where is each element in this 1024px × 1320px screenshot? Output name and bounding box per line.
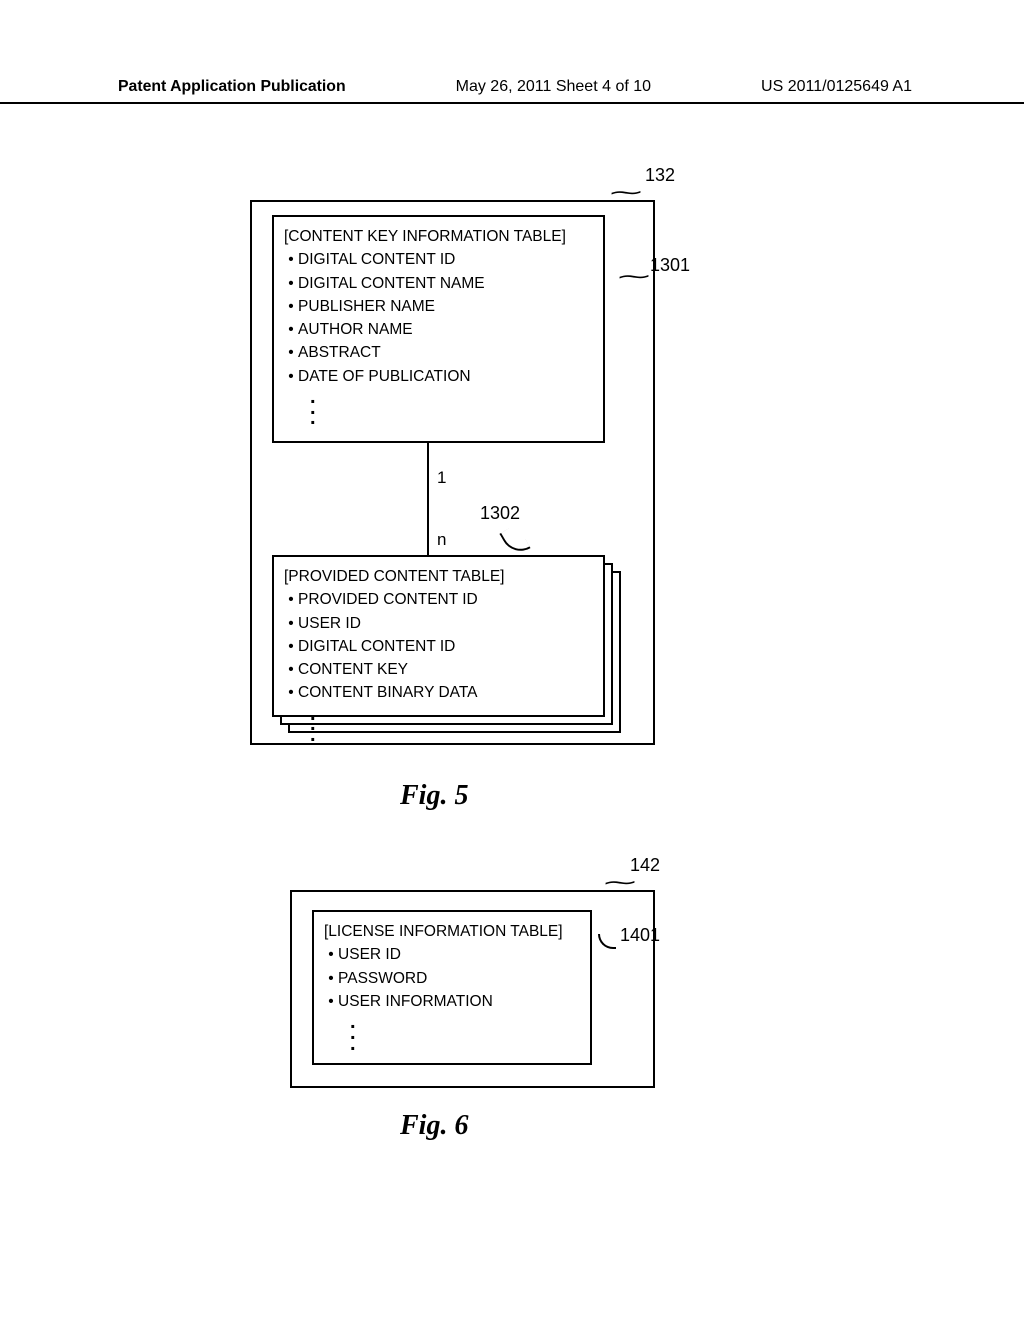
ref-1302-label: 1302 xyxy=(480,503,520,524)
page-body: ⁓ 132 [CONTENT KEY INFORMATION TABLE] • … xyxy=(0,100,1024,1300)
table-item: • DIGITAL CONTENT ID xyxy=(284,635,593,658)
cardinality-n: n xyxy=(437,530,446,550)
ref-132-label: 132 xyxy=(645,165,675,186)
table-title: [LICENSE INFORMATION TABLE] xyxy=(324,920,580,943)
table-item: • USER ID xyxy=(324,943,580,966)
table-item: • DIGITAL CONTENT NAME xyxy=(284,272,593,295)
content-key-info-table: [CONTENT KEY INFORMATION TABLE] • DIGITA… xyxy=(272,215,605,443)
table-item: • USER INFORMATION xyxy=(324,990,580,1013)
figure-5-caption: Fig. 5 xyxy=(400,780,468,812)
table-item: • PASSWORD xyxy=(324,967,580,990)
figure-6-caption: Fig. 6 xyxy=(400,1110,468,1142)
ellipsis-icon: ... xyxy=(310,392,593,424)
table-title: [CONTENT KEY INFORMATION TABLE] xyxy=(284,225,593,248)
license-info-table: [LICENSE INFORMATION TABLE] • USER ID • … xyxy=(312,910,592,1065)
table-item: • PROVIDED CONTENT ID xyxy=(284,588,593,611)
ellipsis-icon: ... xyxy=(310,709,593,741)
header-right: US 2011/0125649 A1 xyxy=(761,78,912,96)
ellipsis-icon: ... xyxy=(350,1017,580,1049)
cardinality-line xyxy=(427,442,429,557)
table-item: • PUBLISHER NAME xyxy=(284,295,593,318)
table-item: • CONTENT BINARY DATA xyxy=(284,681,593,704)
table-item: • DATE OF PUBLICATION xyxy=(284,365,593,388)
table-item: • DIGITAL CONTENT ID xyxy=(284,248,593,271)
ref-1301-label: 1301 xyxy=(650,255,690,276)
cardinality-1: 1 xyxy=(437,468,446,488)
figure-5: ⁓ 132 [CONTENT KEY INFORMATION TABLE] • … xyxy=(250,185,660,745)
provided-content-table: [PROVIDED CONTENT TABLE] • PROVIDED CONT… xyxy=(272,555,605,717)
table-item: • USER ID xyxy=(284,612,593,635)
ref-tilde-icon: ⁓ xyxy=(618,264,650,289)
header-center: May 26, 2011 Sheet 4 of 10 xyxy=(456,78,651,96)
table-item: • AUTHOR NAME xyxy=(284,318,593,341)
table-item: • CONTENT KEY xyxy=(284,658,593,681)
figure-6: ⁓ 142 [LICENSE INFORMATION TABLE] • USER… xyxy=(290,880,670,1090)
ref-1401-label: 1401 xyxy=(620,925,660,946)
header-left: Patent Application Publication xyxy=(118,78,346,96)
table-item: • ABSTRACT xyxy=(284,341,593,364)
ref-142-label: 142 xyxy=(630,855,660,876)
table-title: [PROVIDED CONTENT TABLE] xyxy=(284,565,593,588)
